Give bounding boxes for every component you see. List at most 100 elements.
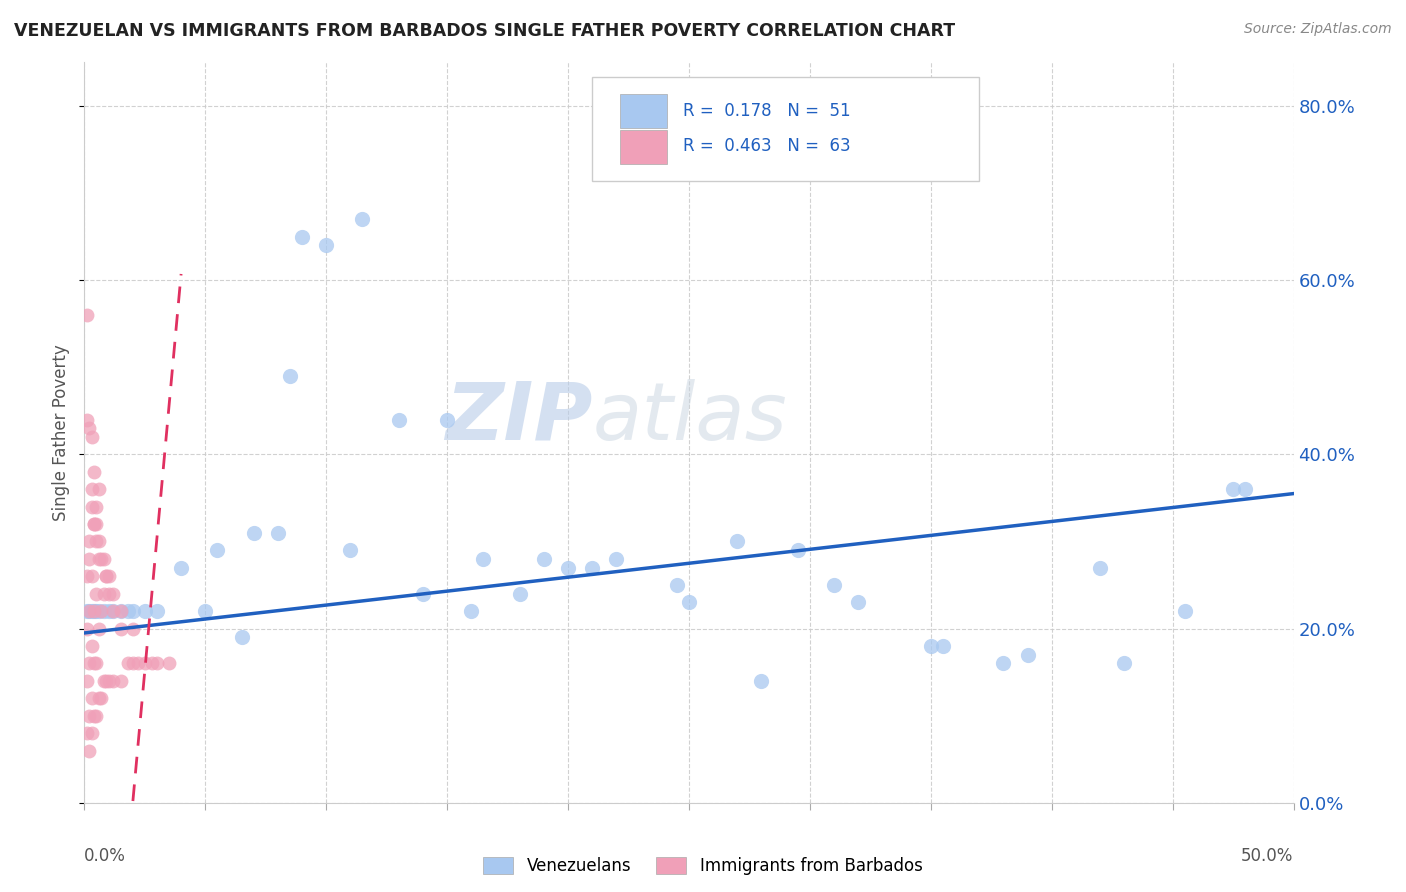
Point (1017, 648, 1039, 662)
Point (77, 421, 100, 435)
Point (86, 517, 108, 532)
Text: ZIP: ZIP (444, 379, 592, 457)
Point (157, 657, 180, 671)
Y-axis label: Single Father Poverty: Single Father Poverty (52, 344, 70, 521)
Point (121, 622, 143, 636)
Point (76, 622, 98, 636)
Point (77, 552, 100, 566)
Text: R =  0.178   N =  51: R = 0.178 N = 51 (683, 102, 851, 120)
Point (352, 212, 374, 227)
Point (83, 517, 105, 532)
Point (1222, 482, 1244, 496)
Point (83, 708, 105, 723)
Point (87, 552, 110, 566)
Point (90, 691, 112, 706)
Point (97, 569, 120, 583)
Point (83, 657, 105, 671)
Point (77, 708, 100, 723)
Point (93, 604, 115, 618)
Point (93, 552, 115, 566)
Point (86, 657, 108, 671)
Point (97, 673, 120, 688)
Point (77, 604, 100, 618)
Legend: Venezuelans, Immigrants from Barbados: Venezuelans, Immigrants from Barbados (484, 856, 922, 875)
Point (725, 534, 748, 549)
Point (117, 604, 139, 618)
Point (1114, 657, 1136, 671)
FancyBboxPatch shape (592, 78, 979, 181)
Point (134, 657, 156, 671)
Point (103, 604, 125, 618)
Point (121, 657, 143, 671)
Point (117, 657, 139, 671)
Point (77, 604, 100, 618)
Point (170, 560, 193, 574)
Point (267, 525, 290, 540)
Point (110, 604, 132, 618)
Point (87, 622, 110, 636)
Point (242, 525, 264, 540)
Point (388, 412, 411, 426)
Point (436, 412, 458, 426)
Point (557, 560, 579, 574)
Point (194, 604, 217, 618)
Point (76, 308, 98, 322)
Point (87, 604, 110, 618)
Point (80, 482, 103, 496)
Point (94, 569, 117, 583)
Point (87, 534, 110, 549)
FancyBboxPatch shape (620, 95, 668, 128)
Point (87, 691, 110, 706)
Point (846, 595, 869, 609)
Point (110, 622, 132, 636)
Point (786, 543, 808, 558)
Point (1088, 560, 1111, 574)
Point (80, 726, 103, 740)
Point (146, 657, 169, 671)
Point (993, 657, 1015, 671)
Point (134, 604, 156, 618)
Point (231, 630, 253, 644)
Point (678, 595, 700, 609)
Point (146, 604, 169, 618)
Point (77, 657, 100, 671)
Point (412, 587, 434, 601)
Point (80, 569, 103, 583)
Point (291, 229, 314, 244)
Point (339, 543, 361, 558)
Point (121, 604, 143, 618)
Point (83, 517, 105, 532)
Point (87, 482, 110, 496)
Point (77, 743, 100, 757)
Point (76, 412, 98, 426)
Point (80, 604, 103, 618)
Point (665, 578, 688, 592)
Point (509, 587, 531, 601)
Point (90, 552, 112, 566)
Point (97, 604, 120, 618)
Text: R =  0.463   N =  63: R = 0.463 N = 63 (683, 137, 851, 155)
Point (315, 238, 337, 252)
Point (605, 552, 627, 566)
Point (86, 500, 108, 514)
Point (127, 657, 149, 671)
Point (93, 673, 115, 688)
Point (460, 604, 482, 618)
Point (141, 657, 163, 671)
Point (1174, 604, 1197, 618)
Point (86, 604, 108, 618)
FancyBboxPatch shape (620, 130, 668, 164)
Text: VENEZUELAN VS IMMIGRANTS FROM BARBADOS SINGLE FATHER POVERTY CORRELATION CHART: VENEZUELAN VS IMMIGRANTS FROM BARBADOS S… (14, 22, 955, 40)
Point (932, 639, 955, 653)
Point (94, 569, 117, 583)
Point (76, 569, 98, 583)
Point (80, 500, 103, 514)
Point (76, 726, 98, 740)
Point (76, 604, 98, 618)
Point (80, 639, 103, 653)
Point (278, 369, 301, 384)
Point (93, 587, 115, 601)
Point (207, 543, 229, 558)
Point (103, 587, 125, 601)
Text: Source: ZipAtlas.com: Source: ZipAtlas.com (1244, 22, 1392, 37)
